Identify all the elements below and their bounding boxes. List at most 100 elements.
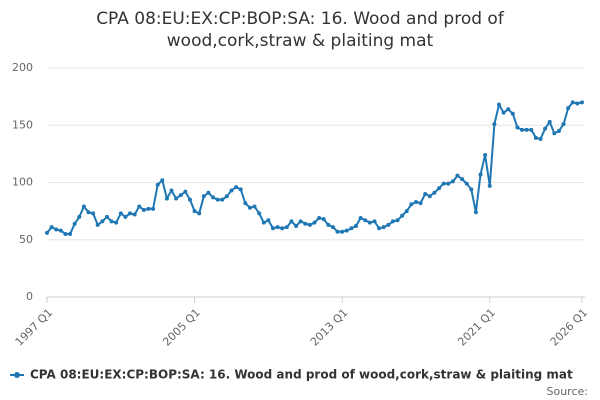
point: [483, 153, 488, 158]
point: [68, 232, 73, 237]
point: [257, 211, 262, 216]
point: [404, 209, 409, 214]
x-tick-label: 2005 Q1: [160, 306, 203, 349]
point: [86, 210, 91, 215]
point: [446, 181, 451, 186]
point: [132, 212, 137, 217]
point: [109, 219, 114, 224]
point: [400, 213, 405, 218]
point: [556, 128, 561, 133]
point: [289, 219, 294, 224]
point: [409, 202, 414, 207]
point: [243, 201, 248, 206]
point: [187, 197, 192, 202]
source: Source:: [547, 385, 589, 398]
point: [169, 188, 174, 193]
point: [335, 229, 340, 234]
point: [63, 232, 68, 237]
x-tick-label: 2026 Q1: [548, 306, 591, 349]
point: [510, 111, 515, 116]
point: [197, 211, 202, 216]
point: [386, 222, 391, 227]
point: [206, 190, 211, 195]
point: [437, 186, 442, 191]
point: [45, 230, 49, 235]
point: [229, 188, 234, 193]
point: [252, 204, 257, 209]
point: [354, 224, 359, 229]
point: [460, 177, 465, 182]
point: [234, 185, 239, 190]
point: [330, 225, 335, 230]
point: [201, 194, 206, 199]
point: [192, 209, 197, 214]
point: [524, 127, 529, 132]
point: [58, 228, 63, 233]
point: [455, 173, 460, 178]
point: [49, 225, 54, 230]
point: [321, 217, 326, 222]
x-tick-label: 1997 Q1: [13, 306, 56, 349]
point: [427, 194, 432, 199]
point: [381, 225, 386, 230]
point: [118, 211, 123, 216]
point: [552, 131, 557, 136]
point: [294, 224, 299, 229]
point: [77, 214, 82, 219]
point: [137, 204, 142, 209]
point: [580, 100, 584, 105]
point: [95, 222, 100, 227]
point: [164, 196, 169, 201]
point: [547, 119, 552, 124]
point: [215, 197, 220, 202]
chart-title-line: wood,cork,straw & plaiting mat: [167, 31, 434, 51]
point: [146, 206, 151, 211]
y-tick-label: 150: [12, 118, 33, 131]
point: [575, 101, 580, 106]
point: [275, 225, 280, 230]
point: [178, 193, 183, 198]
point: [280, 226, 285, 231]
point: [326, 222, 331, 227]
point: [418, 201, 423, 206]
y-tick-label: 0: [26, 290, 33, 303]
x-tick-label: 2021 Q1: [455, 306, 498, 349]
y-tick-label: 100: [12, 176, 33, 189]
point: [372, 219, 377, 224]
point: [395, 218, 400, 223]
point: [284, 225, 289, 230]
point: [211, 195, 216, 200]
point: [423, 191, 428, 196]
point: [496, 102, 501, 107]
point: [413, 199, 418, 204]
point: [72, 221, 77, 226]
point: [363, 218, 368, 223]
point: [160, 178, 165, 183]
chart-title-line: CPA 08:EU:EX:CP:BOP:SA: 16. Wood and pro…: [96, 9, 505, 29]
series-line: [46, 101, 583, 235]
point: [247, 205, 252, 210]
point: [91, 211, 96, 216]
point: [349, 226, 354, 231]
point: [307, 222, 312, 227]
point: [340, 229, 345, 234]
point: [487, 183, 492, 188]
point: [151, 206, 156, 211]
point: [114, 220, 119, 225]
point: [128, 211, 133, 216]
y-tick-label: 200: [12, 61, 33, 74]
point: [543, 126, 548, 131]
point: [224, 194, 229, 199]
point: [432, 190, 437, 195]
point: [561, 122, 566, 127]
point: [317, 215, 322, 220]
point: [469, 187, 474, 192]
point: [238, 187, 243, 192]
point: [100, 219, 105, 224]
x-tick-label: 2013 Q1: [308, 306, 351, 349]
point: [344, 228, 349, 233]
point: [155, 182, 160, 187]
point: [538, 136, 543, 141]
